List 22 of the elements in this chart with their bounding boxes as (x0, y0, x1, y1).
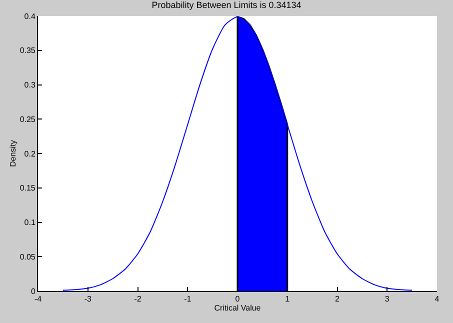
x-tick-label: 0 (235, 294, 240, 304)
y-tick-label: 0 (30, 286, 36, 296)
y-axis-title: Density (8, 140, 18, 167)
y-tick-label: 0.2 (24, 149, 36, 158)
x-axis-title: Critical Value (214, 304, 262, 313)
x-tick-label: 3 (384, 294, 390, 304)
y-tick-label: 0.15 (20, 184, 36, 193)
y-tick-label: 0.1 (24, 218, 36, 228)
x-tick-label: -2 (134, 294, 142, 304)
line-series (62, 16, 413, 291)
x-tick-label: -4 (34, 294, 42, 304)
y-tick-label: 0.25 (20, 114, 36, 124)
y-tick-label: 0.4 (24, 12, 36, 21)
y-tick-label: 0.05 (20, 252, 36, 262)
chart-title: Probability Between Limits is 0.34134 (152, 0, 302, 10)
x-tick-label: 2 (335, 294, 340, 304)
x-tick-label: -3 (84, 294, 92, 304)
x-tick-label: 4 (434, 294, 440, 304)
y-tick-label: 0.3 (24, 80, 36, 90)
y-tick-label: 0.35 (20, 46, 36, 56)
x-tick-label: 1 (285, 294, 290, 304)
x-tick-label: -1 (184, 294, 192, 304)
